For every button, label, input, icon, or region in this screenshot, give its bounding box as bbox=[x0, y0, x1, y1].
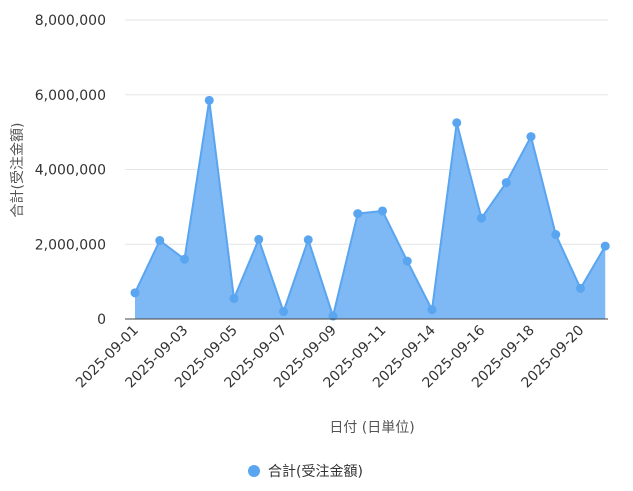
data-point[interactable] bbox=[378, 206, 387, 216]
data-point[interactable] bbox=[427, 305, 437, 315]
data-point[interactable] bbox=[130, 288, 140, 298]
y-tick-label: 4,000,000 bbox=[35, 163, 106, 179]
data-point[interactable] bbox=[180, 254, 189, 264]
y-tick-label: 2,000,000 bbox=[35, 237, 106, 253]
y-axis-title: 合計(受注金額) bbox=[10, 123, 26, 218]
data-point[interactable] bbox=[600, 241, 610, 251]
data-point[interactable] bbox=[155, 236, 165, 246]
x-tick-labels: 2025-09-012025-09-032025-09-052025-09-07… bbox=[73, 322, 587, 391]
data-point[interactable] bbox=[279, 307, 288, 317]
legend-label: 合計(受注金額) bbox=[268, 464, 363, 480]
legend-marker bbox=[248, 465, 260, 477]
data-point[interactable] bbox=[526, 132, 536, 142]
y-tick-labels: 0 2,000,000 4,000,000 6,000,000 8,000,000 bbox=[35, 13, 106, 328]
data-point[interactable] bbox=[551, 230, 561, 240]
series-points bbox=[130, 95, 610, 321]
data-point[interactable] bbox=[452, 118, 462, 128]
y-tick-label: 0 bbox=[97, 312, 106, 328]
series-area bbox=[135, 100, 606, 319]
data-point[interactable] bbox=[303, 235, 313, 245]
data-point[interactable] bbox=[576, 283, 585, 293]
y-tick-label: 6,000,000 bbox=[35, 88, 106, 104]
data-point[interactable] bbox=[229, 293, 239, 303]
x-axis-title: 日付 (日単位) bbox=[329, 420, 414, 436]
series-line bbox=[134, 100, 607, 320]
data-point[interactable] bbox=[204, 95, 214, 105]
data-point[interactable] bbox=[477, 213, 486, 223]
data-point[interactable] bbox=[402, 256, 412, 266]
y-tick-label: 8,000,000 bbox=[35, 13, 106, 29]
data-point[interactable] bbox=[254, 234, 264, 244]
data-point[interactable] bbox=[328, 311, 338, 321]
data-point[interactable] bbox=[353, 209, 363, 219]
data-point[interactable] bbox=[501, 178, 511, 188]
legend[interactable]: 合計(受注金額) bbox=[248, 464, 363, 480]
